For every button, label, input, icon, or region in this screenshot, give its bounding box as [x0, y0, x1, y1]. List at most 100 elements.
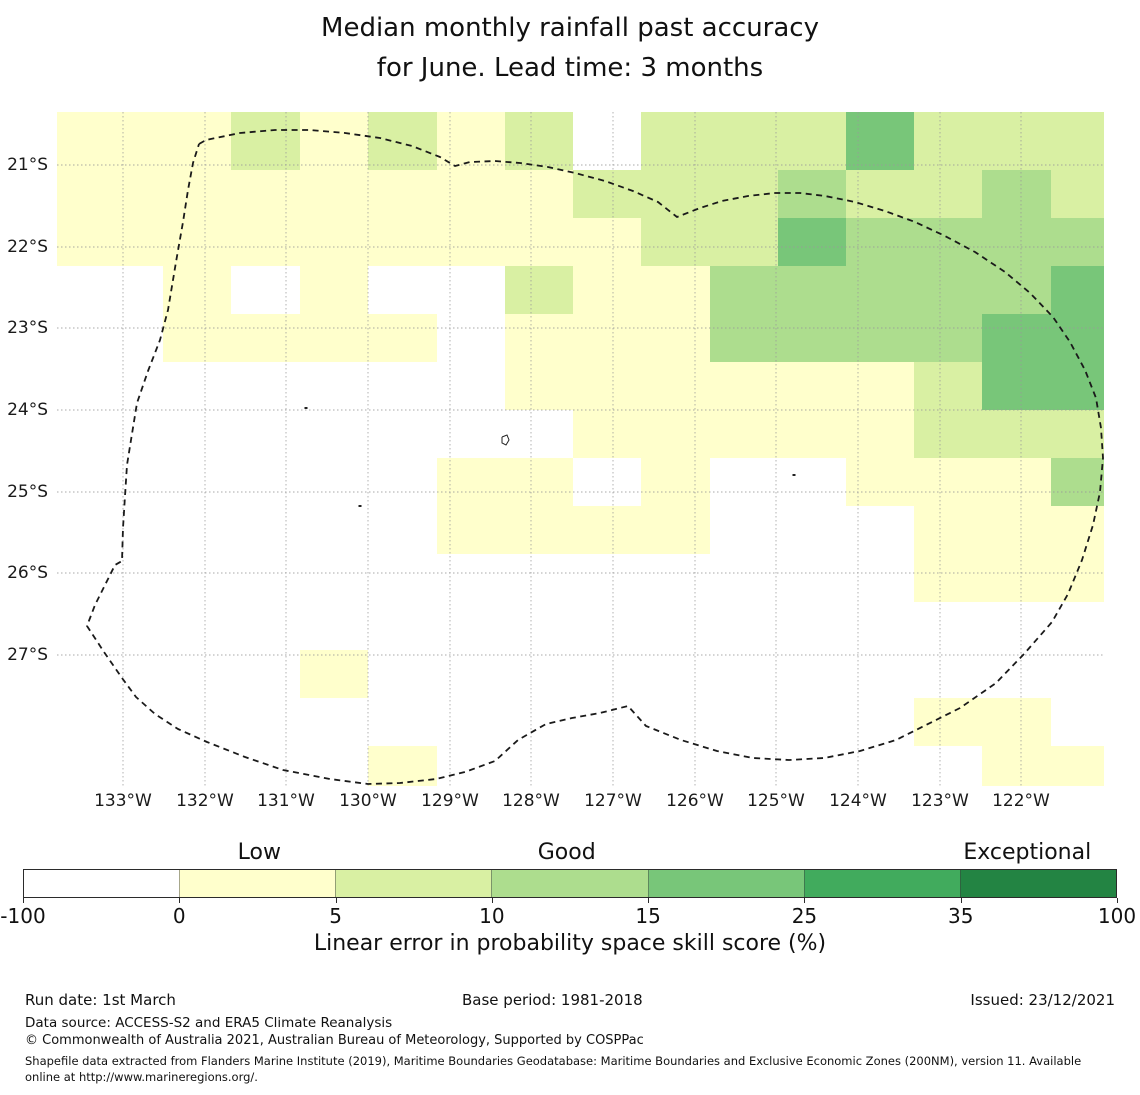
colorbar-tick	[335, 898, 337, 903]
heatmap-cell	[163, 170, 231, 218]
heatmap-cell	[982, 746, 1051, 786]
colorbar-segment	[803, 870, 960, 897]
colorbar-segment	[647, 870, 804, 897]
heatmap-cell	[505, 170, 573, 218]
heatmap-cell	[641, 112, 710, 170]
heatmap-cell	[163, 218, 231, 266]
heatmap-cell	[914, 266, 982, 314]
heatmap-cell	[163, 266, 231, 314]
heatmap-cell	[914, 218, 982, 266]
heatmap-cell	[57, 218, 95, 266]
heatmap-cell	[163, 112, 231, 170]
colorbar-tick	[491, 898, 493, 903]
heatmap-cell	[573, 218, 641, 266]
heatmap-cell	[1051, 112, 1104, 170]
heatmap-cell	[95, 170, 163, 218]
boundary-fragment-dot	[358, 505, 362, 507]
colorbar-tick-label: 0	[172, 904, 186, 928]
heatmap-cell	[505, 112, 573, 170]
heatmap-cell	[914, 458, 982, 506]
footer-copyright: © Commonwealth of Australia 2021, Austra…	[25, 1033, 644, 1048]
map-plot	[57, 112, 1104, 786]
colorbar-tick-label: 5	[329, 904, 342, 928]
heatmap-cell	[641, 362, 710, 410]
heatmap-cell	[710, 218, 778, 266]
colorbar-tick	[960, 898, 962, 903]
x-tick-label: 131°W	[257, 791, 315, 811]
heatmap-cell	[95, 218, 163, 266]
colorbar-tick-label: 100	[1097, 904, 1137, 928]
colorbar-range-label: Good	[537, 840, 596, 865]
heatmap-cell	[57, 170, 95, 218]
x-tick-label: 132°W	[176, 791, 234, 811]
heatmap-cell	[982, 410, 1051, 458]
heatmap-cell	[778, 112, 846, 170]
heatmap-cell	[57, 112, 95, 170]
x-tick-label: 128°W	[502, 791, 560, 811]
heatmap-cell	[573, 506, 641, 554]
heatmap-cell	[437, 170, 505, 218]
footer-issued: Issued: 23/12/2021	[970, 991, 1115, 1009]
heatmap-cell	[846, 170, 914, 218]
heatmap-cell	[368, 112, 437, 170]
heatmap-cell	[778, 314, 846, 362]
heatmap-cell	[710, 362, 778, 410]
heatmap-cell	[1051, 362, 1104, 410]
heatmap-cell	[641, 410, 710, 458]
x-tick-label: 130°W	[339, 791, 397, 811]
colorbar-segment	[179, 870, 336, 897]
heatmap-cell	[914, 170, 982, 218]
heatmap-cell	[368, 314, 437, 362]
heatmap-cell	[1051, 314, 1104, 362]
heatmap-cell	[231, 218, 300, 266]
colorbar-tick-label: 35	[947, 904, 974, 928]
heatmap-cell	[300, 314, 368, 362]
heatmap-cell	[710, 112, 778, 170]
heatmap-cell	[1051, 218, 1104, 266]
x-tick-label: 133°W	[94, 791, 152, 811]
heatmap-cell	[368, 746, 437, 786]
colorbar-tick	[804, 898, 806, 903]
heatmap-cell	[437, 506, 505, 554]
heatmap-cell	[573, 314, 641, 362]
heatmap-cell	[1051, 746, 1104, 786]
heatmap-cell	[846, 218, 914, 266]
colorbar	[23, 869, 1117, 898]
heatmap-cell	[505, 266, 573, 314]
heatmap-cell	[982, 266, 1051, 314]
heatmap-cell	[846, 266, 914, 314]
heatmap-cell	[505, 458, 573, 506]
footer-base-period: Base period: 1981-2018	[462, 991, 643, 1009]
colorbar-segment	[959, 870, 1116, 897]
heatmap-cell	[231, 314, 300, 362]
heatmap-cell	[437, 112, 505, 170]
x-tick-label: 129°W	[421, 791, 479, 811]
x-tick-label: 125°W	[747, 791, 805, 811]
y-tick-label: 23°S	[7, 318, 48, 338]
heatmap-cell	[982, 458, 1051, 506]
heatmap-cell	[641, 170, 710, 218]
heatmap-cell	[778, 170, 846, 218]
heatmap-cell	[300, 170, 368, 218]
footer-run-date: Run date: 1st March	[25, 991, 176, 1009]
x-tick-label: 123°W	[911, 791, 969, 811]
y-tick-label: 21°S	[7, 155, 48, 175]
colorbar-range-label: Low	[237, 840, 281, 865]
heatmap-cell	[914, 112, 982, 170]
x-tick-label: 127°W	[584, 791, 642, 811]
heatmap-cell	[1051, 554, 1104, 602]
heatmap-cell	[778, 410, 846, 458]
heatmap-cell	[914, 410, 982, 458]
colorbar-tick	[648, 898, 650, 903]
heatmap-cell	[368, 170, 437, 218]
heatmap-cell	[982, 362, 1051, 410]
heatmap-cell	[914, 362, 982, 410]
heatmap-cell	[982, 112, 1051, 170]
colorbar-range-label: Exceptional	[963, 840, 1092, 865]
heatmap-cell	[982, 554, 1051, 602]
footer-shapefile-note-line2: online at http://www.marineregions.org/.	[25, 1070, 258, 1084]
heatmap-cell	[982, 698, 1051, 746]
heatmap-cell	[300, 218, 368, 266]
heatmap-cell	[163, 314, 231, 362]
